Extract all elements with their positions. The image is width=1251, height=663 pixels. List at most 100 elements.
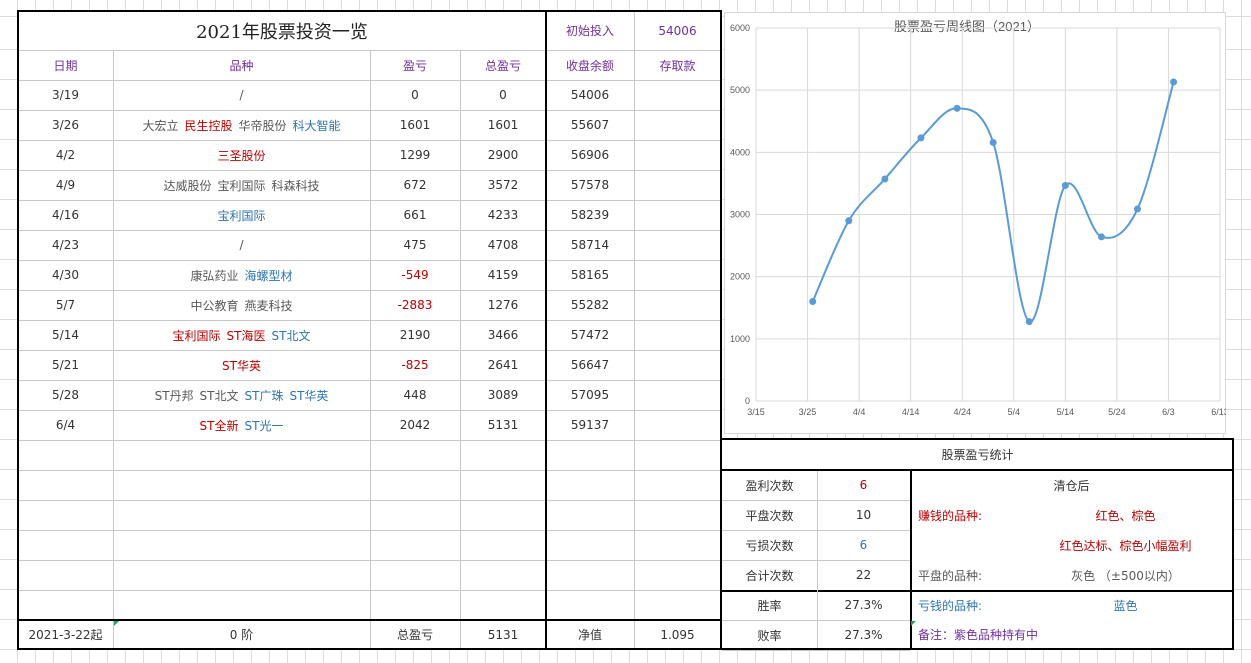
stats-label[interactable]: 胜率 <box>757 598 782 613</box>
initial-investment-value[interactable]: 54006 <box>658 23 697 38</box>
sheet-title[interactable]: 2021年股票投资一览 <box>196 21 368 43</box>
loss-value[interactable]: 蓝色 <box>1113 598 1138 613</box>
row-stocks[interactable]: 宝利国际 ST海医 ST北文 <box>113 320 370 350</box>
row-deposit[interactable] <box>634 410 721 440</box>
row-balance[interactable]: 57472 <box>570 328 610 342</box>
footer-net-value[interactable]: 1.095 <box>660 627 695 642</box>
row-profit-loss[interactable]: -825 <box>401 358 429 372</box>
row-total-pl[interactable]: 4159 <box>487 268 519 282</box>
footer-start-date[interactable]: 2021-3-22起 <box>28 628 103 642</box>
stats-value[interactable]: 6 <box>859 478 868 492</box>
row-profit-loss[interactable]: 0 <box>411 88 419 102</box>
row-date[interactable]: 5/21 <box>52 358 79 372</box>
stats-label[interactable]: 平盘次数 <box>745 508 794 523</box>
row-balance[interactable]: 57095 <box>570 388 610 402</box>
row-total-pl[interactable]: 4708 <box>487 238 519 252</box>
row-deposit[interactable] <box>634 320 721 350</box>
row-date[interactable]: 5/7 <box>55 298 76 312</box>
row-date[interactable]: 5/28 <box>52 388 79 402</box>
row-stocks[interactable]: ST丹邦 ST北文 ST广珠 ST华英 <box>113 380 370 410</box>
row-stocks[interactable]: ST全新 ST光一 <box>113 410 370 440</box>
row-deposit[interactable] <box>634 260 721 290</box>
row-deposit[interactable] <box>634 350 721 380</box>
stats-value[interactable]: 27.3% <box>844 628 883 642</box>
row-stocks[interactable]: / <box>113 80 370 110</box>
header-total-pl[interactable]: 总盈亏 <box>484 58 521 73</box>
row-total-pl[interactable]: 5131 <box>487 418 519 432</box>
stats-value[interactable]: 6 <box>859 538 868 552</box>
stats-value[interactable]: 22 <box>855 568 872 582</box>
header-pl[interactable]: 盈亏 <box>402 58 427 73</box>
profit-value[interactable]: 红色、棕色 <box>1095 508 1156 523</box>
holding-note[interactable]: 备注：紫色品种持有中 <box>918 628 1039 642</box>
row-balance[interactable]: 59137 <box>570 418 610 432</box>
row-profit-loss[interactable]: 2042 <box>399 418 431 432</box>
row-balance[interactable]: 55282 <box>570 298 610 312</box>
row-date[interactable]: 4/9 <box>55 178 76 192</box>
row-total-pl[interactable]: 4233 <box>487 208 519 222</box>
row-total-pl[interactable]: 0 <box>499 88 507 102</box>
row-profit-loss[interactable]: 672 <box>403 178 427 192</box>
stats-value[interactable]: 27.3% <box>844 598 883 612</box>
row-stocks[interactable]: 三圣股份 <box>113 140 370 170</box>
footer-net-label[interactable]: 净值 <box>577 628 602 642</box>
row-balance[interactable]: 56647 <box>570 358 610 372</box>
row-balance[interactable]: 56906 <box>570 148 610 162</box>
stats-label[interactable]: 合计次数 <box>745 568 794 583</box>
initial-investment-label[interactable]: 初始投入 <box>565 24 614 38</box>
row-stocks[interactable]: ST华英 <box>113 350 370 380</box>
header-stock[interactable]: 品种 <box>229 58 254 73</box>
row-date[interactable]: 6/4 <box>55 418 76 432</box>
row-profit-loss[interactable]: 475 <box>403 238 427 252</box>
row-deposit[interactable] <box>634 230 721 260</box>
stats-title[interactable]: 股票盈亏统计 <box>941 447 1014 462</box>
flat-value[interactable]: 灰色 （±500以内） <box>1071 568 1180 583</box>
row-total-pl[interactable]: 2900 <box>487 148 519 162</box>
header-date[interactable]: 日期 <box>53 58 78 73</box>
row-balance[interactable]: 58714 <box>570 238 610 252</box>
row-date[interactable]: 3/26 <box>52 118 79 132</box>
row-profit-loss[interactable]: 448 <box>403 388 427 402</box>
row-profit-loss[interactable]: 1299 <box>399 148 431 162</box>
stats-value[interactable]: 10 <box>855 508 872 522</box>
row-date[interactable]: 5/14 <box>52 328 79 342</box>
header-balance[interactable]: 收盘余额 <box>565 58 614 73</box>
row-total-pl[interactable]: 3089 <box>487 388 519 402</box>
row-deposit[interactable] <box>634 110 721 140</box>
stats-label[interactable]: 亏损次数 <box>745 538 794 553</box>
row-balance[interactable]: 54006 <box>570 88 610 102</box>
row-balance[interactable]: 55607 <box>570 118 610 132</box>
profit-detail[interactable]: 红色达标、棕色小幅盈利 <box>1059 538 1192 553</box>
stats-label[interactable]: 败率 <box>757 628 782 643</box>
row-profit-loss[interactable]: 2190 <box>399 328 431 342</box>
footer-total-value[interactable]: 5131 <box>487 627 519 642</box>
row-date[interactable]: 4/2 <box>55 148 76 162</box>
row-date[interactable]: 4/16 <box>52 208 79 222</box>
row-profit-loss[interactable]: 661 <box>403 208 427 222</box>
row-balance[interactable]: 58165 <box>570 268 610 282</box>
row-total-pl[interactable]: 2641 <box>487 358 519 372</box>
row-deposit[interactable] <box>634 80 721 110</box>
row-total-pl[interactable]: 3466 <box>487 328 519 342</box>
row-deposit[interactable] <box>634 140 721 170</box>
row-deposit[interactable] <box>634 290 721 320</box>
row-date[interactable]: 3/19 <box>52 88 79 102</box>
row-profit-loss[interactable]: 1601 <box>399 118 431 132</box>
footer-stage[interactable]: 0 阶 <box>229 628 254 642</box>
row-balance[interactable]: 58239 <box>570 208 610 222</box>
row-stocks[interactable]: / <box>113 230 370 260</box>
loss-label[interactable]: 亏钱的品种: <box>918 598 983 613</box>
row-total-pl[interactable]: 1601 <box>487 118 519 132</box>
row-stocks[interactable]: 中公教育 燕麦科技 <box>113 290 370 320</box>
row-date[interactable]: 4/30 <box>52 268 79 282</box>
footer-total-label[interactable]: 总盈亏 <box>396 628 433 642</box>
row-balance[interactable]: 57578 <box>570 178 610 192</box>
header-deposit[interactable]: 存取款 <box>659 58 696 73</box>
stats-label[interactable]: 盈利次数 <box>745 478 794 493</box>
row-deposit[interactable] <box>634 170 721 200</box>
row-profit-loss[interactable]: -2883 <box>397 298 433 312</box>
profit-label[interactable]: 赚钱的品种: <box>918 508 983 523</box>
row-profit-loss[interactable]: -549 <box>401 268 429 282</box>
row-deposit[interactable] <box>634 380 721 410</box>
row-date[interactable]: 4/23 <box>52 238 79 252</box>
